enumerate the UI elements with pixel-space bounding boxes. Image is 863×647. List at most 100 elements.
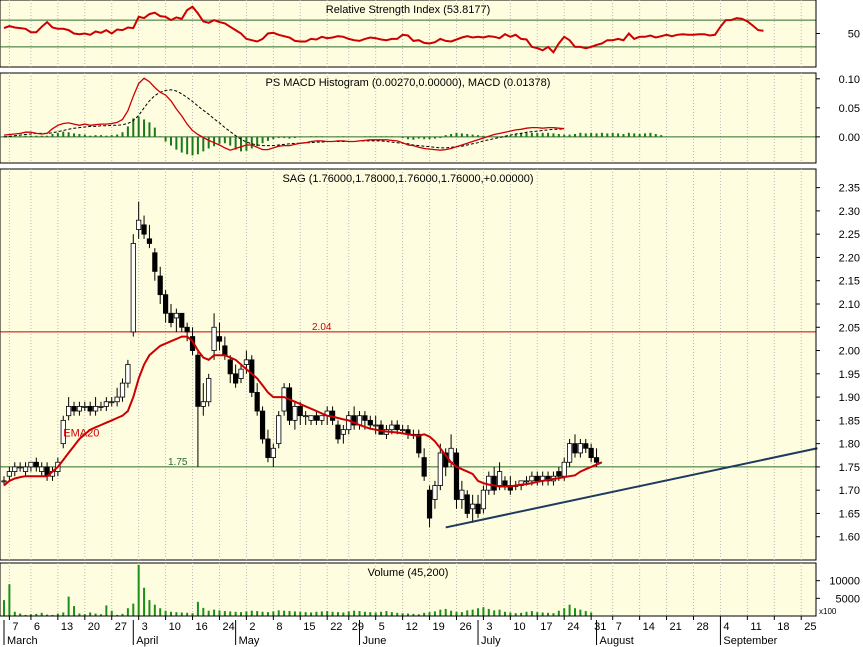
x-axis-day-label: 27 [115, 621, 127, 633]
candle-body [432, 485, 438, 500]
candle-body [168, 312, 174, 324]
x-axis-day-label: 18 [777, 621, 789, 633]
x-axis-day-label: 24 [222, 621, 234, 633]
candle-body [66, 405, 72, 417]
price-axis-tick-label: 2.00 [839, 346, 860, 358]
candle-body [200, 401, 206, 407]
rsi-title: Relative Strength Index (53.8177) [326, 4, 491, 16]
candle-body [351, 415, 357, 426]
x-axis-day-label: 14 [643, 621, 655, 633]
x-axis-day-label: 17 [540, 621, 552, 633]
trendline [445, 447, 818, 529]
candle-body [184, 326, 190, 333]
macd-axis-tick-label: 0.00 [839, 132, 860, 144]
candle-body [286, 387, 293, 421]
candle-body [173, 312, 179, 319]
panel-background [0, 562, 817, 617]
candle-body [82, 405, 88, 408]
candle-body [146, 238, 153, 244]
candle-body [394, 424, 400, 431]
x-axis-month-label: August [600, 635, 634, 647]
x-axis-day-label: 28 [696, 621, 708, 633]
candle-body [276, 415, 282, 445]
candle-body [227, 359, 233, 375]
x-axis-day-label: 29 [352, 621, 364, 633]
x-axis-day-label: 7 [12, 621, 18, 633]
x-axis-day-label: 10 [513, 621, 525, 633]
candle-body [60, 419, 66, 445]
candle-body [254, 392, 260, 412]
candle-body [502, 480, 508, 486]
ema20-label: EMA20 [63, 428, 99, 440]
candle-body [103, 401, 109, 407]
rsi-axis-tick-label: 50 [848, 29, 860, 41]
macd-line [3, 77, 565, 151]
candle-body [588, 447, 594, 458]
candle-body [22, 466, 29, 472]
candle-body [125, 364, 131, 384]
x-axis-month-label: September [723, 635, 777, 647]
candle-body [141, 224, 147, 235]
x-axis-day-label: 4 [723, 621, 729, 633]
price-level-label: 2.04 [312, 322, 332, 333]
candle-body [496, 471, 503, 486]
x-axis-month-label: March [7, 635, 38, 647]
x-axis-month-label: April [136, 635, 158, 647]
candle-body [6, 471, 12, 477]
x-axis-day-label: 25 [804, 621, 816, 633]
x-axis-day-label: 15 [303, 621, 315, 633]
x-axis-day-label: 19 [433, 621, 445, 633]
candle-body [567, 443, 573, 463]
candle-body [362, 415, 368, 421]
x-axis-day-label: 22 [330, 621, 342, 633]
rsi-line [3, 5, 764, 54]
price-axis-tick-label: 1.65 [839, 508, 860, 520]
candle-body [152, 252, 158, 272]
candle-body [109, 401, 115, 404]
candle-body [335, 424, 341, 440]
candle-body [238, 368, 244, 379]
x-axis-day-label: 13 [61, 621, 73, 633]
x-axis-day-label: 16 [196, 621, 208, 633]
x-axis-month-label: July [481, 635, 501, 647]
candle-body [443, 452, 449, 468]
panel-background [0, 72, 817, 164]
candle-body [303, 415, 309, 418]
price-axis-tick-label: 1.70 [839, 485, 860, 497]
candle-body [12, 466, 18, 472]
price-axis-tick-label: 2.15 [839, 276, 860, 288]
candle-body [373, 424, 379, 427]
candle-body [33, 461, 39, 468]
volume-unit-label: x100 [819, 607, 837, 616]
candle-body [470, 503, 476, 510]
candle-body [17, 466, 23, 469]
price-level-label: 1.75 [168, 457, 188, 468]
candle-body [340, 429, 346, 435]
candle-body [222, 345, 228, 356]
candle-body [400, 429, 406, 432]
candle-body [464, 494, 470, 514]
candle-body [87, 405, 93, 412]
price-axis-tick-label: 1.80 [839, 439, 860, 451]
candle-body [136, 219, 142, 230]
candle-body [313, 415, 320, 421]
candle-body [572, 443, 578, 454]
x-axis-day-label: 11 [750, 621, 761, 633]
macd-title: PS MACD Histogram (0.00270,0.00000), MAC… [266, 77, 551, 89]
candle-body [561, 461, 567, 477]
candle-body [346, 415, 352, 431]
candle-body [426, 489, 433, 519]
x-axis-day-label: 7 [616, 621, 622, 633]
candle-body [475, 503, 481, 514]
candle-body [157, 275, 163, 296]
price-axis-tick-label: 1.95 [839, 369, 860, 381]
candle-body [297, 405, 303, 417]
candle-body [211, 326, 217, 351]
x-axis-day-label: 5 [379, 621, 385, 633]
candle-body [459, 489, 465, 500]
candle-body [480, 489, 487, 510]
candle-body [367, 419, 373, 426]
price-axis-tick-label: 2.20 [839, 252, 860, 264]
candle-body [421, 457, 427, 477]
